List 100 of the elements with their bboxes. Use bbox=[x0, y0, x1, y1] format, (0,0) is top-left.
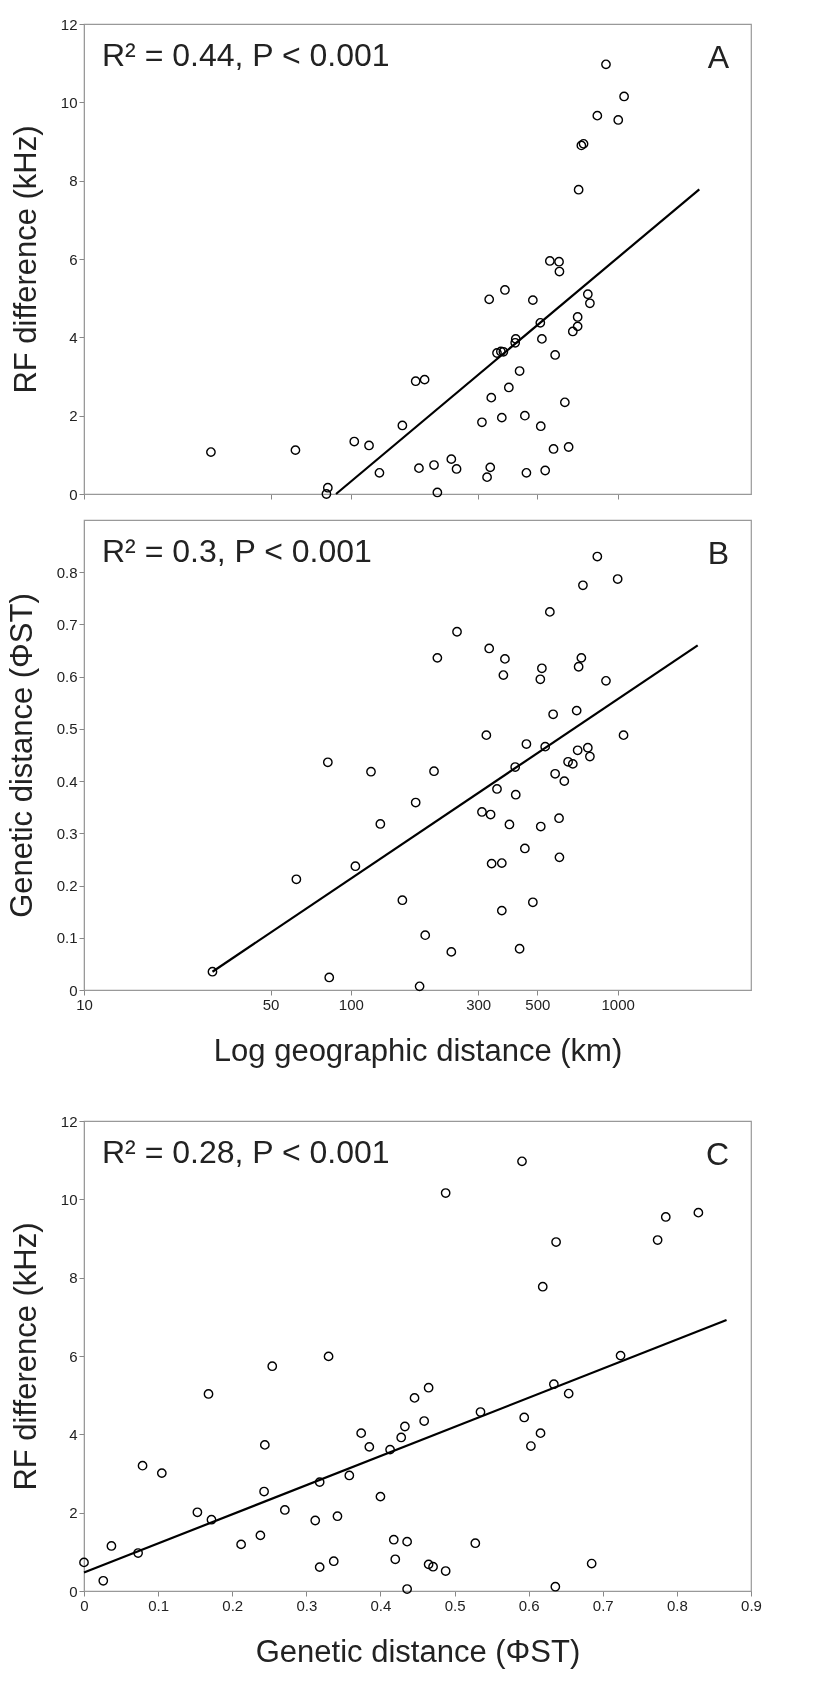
y-tick-label: 0.2 bbox=[56, 877, 78, 895]
point bbox=[98, 1575, 109, 1586]
y-tick-label: 0 bbox=[69, 1582, 78, 1600]
point bbox=[519, 1412, 530, 1423]
x-tick-label: 0.5 bbox=[444, 1596, 466, 1614]
point bbox=[470, 1538, 481, 1549]
point bbox=[255, 1530, 266, 1541]
point bbox=[259, 1486, 269, 1497]
point bbox=[332, 1511, 343, 1522]
point bbox=[267, 1361, 278, 1372]
y-tick-label: 0 bbox=[69, 485, 78, 503]
point bbox=[537, 1281, 548, 1292]
point bbox=[375, 1491, 386, 1502]
point bbox=[548, 1379, 559, 1390]
annotation: R² = 0.3, P < 0.001 bbox=[102, 533, 372, 569]
y-axis-title: RF difference (kHz) bbox=[7, 1222, 43, 1491]
point bbox=[137, 1460, 148, 1471]
point bbox=[660, 1212, 671, 1222]
point bbox=[206, 1514, 217, 1525]
point bbox=[423, 1559, 434, 1570]
point bbox=[388, 1534, 399, 1545]
point bbox=[402, 1584, 413, 1594]
y-tick-label: 4 bbox=[69, 328, 78, 346]
annotation: R² = 0.44, P < 0.001 bbox=[102, 37, 390, 73]
y-axis-title: Genetic distance (ΦST) bbox=[3, 593, 39, 918]
y-tick-label: 0.6 bbox=[56, 668, 78, 686]
point bbox=[328, 1556, 339, 1567]
x-tick-label: 50 bbox=[262, 995, 280, 1013]
annotation: C bbox=[705, 1136, 729, 1172]
x-tick-label: 500 bbox=[525, 995, 551, 1013]
y-tick-label: 12 bbox=[60, 15, 78, 33]
point bbox=[551, 1237, 561, 1247]
x-axis-title: Log geographic distance (km) bbox=[213, 1032, 623, 1068]
point bbox=[563, 1388, 574, 1399]
point bbox=[402, 1536, 413, 1547]
point bbox=[203, 1389, 214, 1399]
point bbox=[356, 1428, 367, 1439]
y-tick-label: 10 bbox=[60, 93, 78, 111]
point bbox=[279, 1505, 290, 1515]
point bbox=[550, 1581, 561, 1592]
y-tick-label: 10 bbox=[60, 1190, 78, 1208]
y-tick-label: 8 bbox=[69, 1269, 78, 1287]
annotation: B bbox=[707, 535, 729, 571]
annotation: R² = 0.28, P < 0.001 bbox=[102, 1134, 390, 1170]
point bbox=[396, 1432, 407, 1443]
y-tick-label: 2 bbox=[69, 1504, 78, 1522]
y-tick-label: 8 bbox=[69, 172, 78, 190]
point bbox=[475, 1407, 486, 1417]
y-tick-label: 2 bbox=[69, 407, 78, 425]
y-tick-label: 12 bbox=[60, 1112, 78, 1130]
point bbox=[364, 1441, 375, 1452]
point bbox=[106, 1541, 117, 1551]
y-axis-title: RF difference (kHz) bbox=[7, 125, 43, 394]
point bbox=[323, 1351, 334, 1362]
point bbox=[586, 1558, 597, 1569]
point bbox=[440, 1188, 451, 1198]
point bbox=[693, 1207, 704, 1218]
point bbox=[419, 1416, 430, 1426]
y-tick-label: 6 bbox=[69, 1347, 78, 1365]
point bbox=[133, 1548, 143, 1558]
x-tick-label: 0 bbox=[80, 1596, 89, 1614]
point bbox=[400, 1421, 410, 1432]
y-tick-label: 0.4 bbox=[56, 772, 78, 790]
y-tick-label: 6 bbox=[69, 250, 78, 268]
point bbox=[409, 1393, 420, 1403]
point bbox=[156, 1468, 167, 1478]
x-tick-label: 300 bbox=[466, 995, 492, 1013]
point bbox=[192, 1507, 203, 1518]
x-tick-label: 0.9 bbox=[741, 1596, 762, 1614]
y-tick-label: 0.5 bbox=[56, 720, 78, 738]
point bbox=[517, 1156, 527, 1167]
point bbox=[615, 1350, 626, 1361]
point bbox=[314, 1477, 325, 1487]
point bbox=[344, 1470, 355, 1481]
point bbox=[440, 1566, 451, 1576]
point bbox=[79, 1557, 89, 1568]
y-tick-label: 0.7 bbox=[56, 615, 78, 633]
point bbox=[385, 1444, 395, 1455]
point bbox=[259, 1440, 270, 1450]
x-tick-label: 0.6 bbox=[518, 1596, 540, 1614]
point bbox=[535, 1428, 546, 1439]
x-tick-label: 0.4 bbox=[370, 1596, 392, 1614]
x-tick-label: 0.1 bbox=[148, 1596, 170, 1614]
y-tick-label: 0 bbox=[69, 981, 78, 999]
x-axis-title: Genetic distance (ΦST) bbox=[255, 1633, 581, 1669]
point bbox=[310, 1515, 321, 1526]
point bbox=[236, 1539, 246, 1550]
point bbox=[423, 1382, 434, 1393]
x-tick-label: 0.7 bbox=[592, 1596, 614, 1614]
y-tick-label: 0.1 bbox=[56, 929, 78, 947]
x-tick-label: 0.8 bbox=[666, 1596, 688, 1614]
x-tick-label: 0.3 bbox=[296, 1596, 318, 1614]
annotation: A bbox=[707, 39, 730, 75]
point bbox=[652, 1235, 663, 1245]
y-tick-label: 0.3 bbox=[56, 824, 78, 842]
x-tick-label: 1000 bbox=[601, 995, 635, 1013]
point bbox=[428, 1561, 438, 1572]
y-tick-label: 0.8 bbox=[56, 563, 78, 581]
point bbox=[390, 1554, 401, 1565]
point bbox=[314, 1562, 325, 1572]
